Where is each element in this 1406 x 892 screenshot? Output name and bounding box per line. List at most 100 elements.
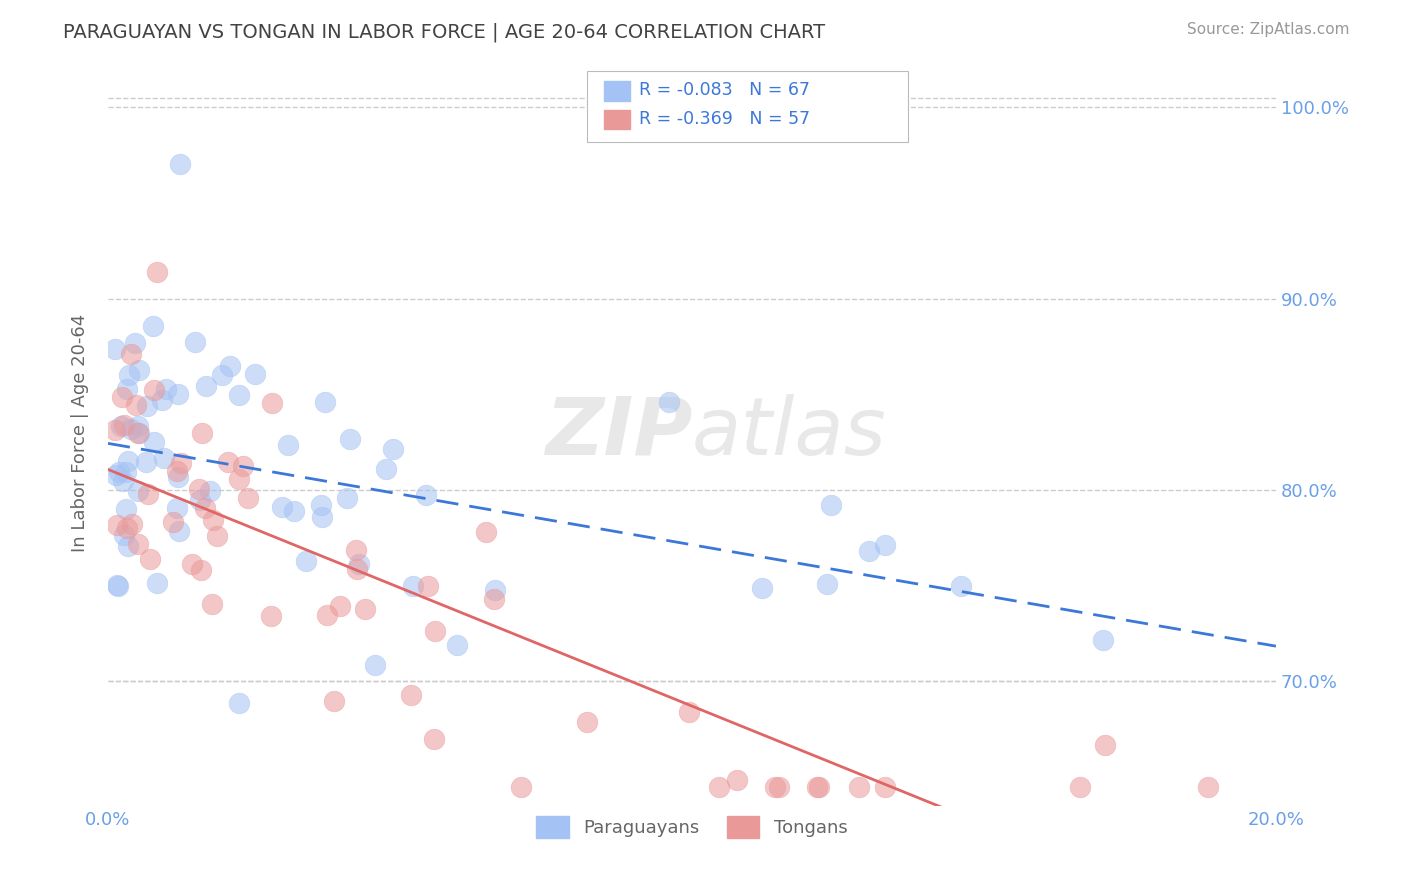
Point [482, 591, 505, 606]
Point [110, 418, 132, 433]
Point [295, 554, 318, 568]
Point [873, 780, 896, 794]
Point [484, 582, 506, 597]
Bar [605, 110, 630, 129]
Point [399, 688, 422, 702]
Point [815, 577, 838, 591]
Point [127, 426, 149, 441]
Point [135, 399, 157, 413]
Point [114, 466, 136, 480]
Point [323, 694, 346, 708]
Point [120, 422, 142, 436]
Point [346, 562, 368, 576]
Point [423, 732, 446, 747]
Point [191, 426, 214, 441]
Point [139, 551, 162, 566]
Point [423, 624, 446, 639]
Point [1069, 780, 1091, 794]
Point [678, 705, 700, 719]
Point [115, 521, 138, 535]
Point [260, 608, 283, 623]
Point [509, 780, 531, 794]
Point [145, 265, 167, 279]
Point [181, 557, 204, 571]
Point [658, 394, 681, 409]
Point [768, 780, 790, 794]
Point [418, 579, 440, 593]
Point [169, 157, 191, 171]
Text: PARAGUAYAN VS TONGAN IN LABOR FORCE | AGE 20-64 CORRELATION CHART: PARAGUAYAN VS TONGAN IN LABOR FORCE | AG… [63, 22, 825, 42]
Point [107, 518, 129, 533]
Point [143, 435, 166, 450]
Point [336, 491, 359, 505]
Text: R = -0.083   N = 67: R = -0.083 N = 67 [640, 81, 810, 99]
Point [344, 543, 367, 558]
Text: R = -0.369   N = 57: R = -0.369 N = 57 [640, 110, 810, 128]
Point [415, 488, 437, 502]
Point [339, 433, 361, 447]
Point [260, 396, 283, 410]
Point [118, 368, 141, 382]
Point [198, 483, 221, 498]
Point [183, 335, 205, 350]
Text: atlas: atlas [692, 393, 887, 472]
Point [121, 516, 143, 531]
Point [858, 544, 880, 558]
Point [169, 524, 191, 538]
Point [188, 493, 211, 508]
Point [575, 715, 598, 730]
Point [194, 500, 217, 515]
Point [114, 502, 136, 516]
Point [190, 563, 212, 577]
Point [145, 576, 167, 591]
Point [217, 455, 239, 469]
Text: ZIP: ZIP [544, 393, 692, 472]
Point [1197, 780, 1219, 794]
Point [111, 474, 134, 488]
Point [155, 383, 177, 397]
Point [283, 504, 305, 518]
Point [807, 780, 830, 794]
Point [228, 472, 250, 486]
Point [446, 638, 468, 652]
Point [329, 599, 352, 613]
Point [374, 462, 396, 476]
Point [474, 524, 496, 539]
Point [136, 487, 159, 501]
Point [128, 363, 150, 377]
Point [153, 450, 176, 465]
Point [205, 529, 228, 543]
Point [105, 468, 128, 483]
Point [167, 469, 190, 483]
Point [127, 419, 149, 434]
Point [950, 579, 973, 593]
Point [806, 780, 828, 794]
Point [150, 392, 173, 407]
Point [107, 579, 129, 593]
Point [311, 510, 333, 524]
Point [848, 780, 870, 794]
Point [707, 780, 730, 794]
Point [111, 390, 134, 404]
FancyBboxPatch shape [586, 70, 908, 142]
Point [200, 597, 222, 611]
Point [104, 423, 127, 437]
Point [820, 498, 842, 512]
Point [188, 483, 211, 497]
Point [349, 557, 371, 571]
Point [135, 455, 157, 469]
Point [873, 538, 896, 552]
Point [763, 780, 786, 794]
Point [201, 512, 224, 526]
Point [142, 319, 165, 334]
Point [112, 417, 135, 432]
Point [232, 458, 254, 473]
Point [170, 456, 193, 470]
Point [117, 539, 139, 553]
Point [1094, 738, 1116, 752]
Point [112, 528, 135, 542]
Point [309, 499, 332, 513]
Point [117, 454, 139, 468]
Point [195, 379, 218, 393]
Point [402, 579, 425, 593]
